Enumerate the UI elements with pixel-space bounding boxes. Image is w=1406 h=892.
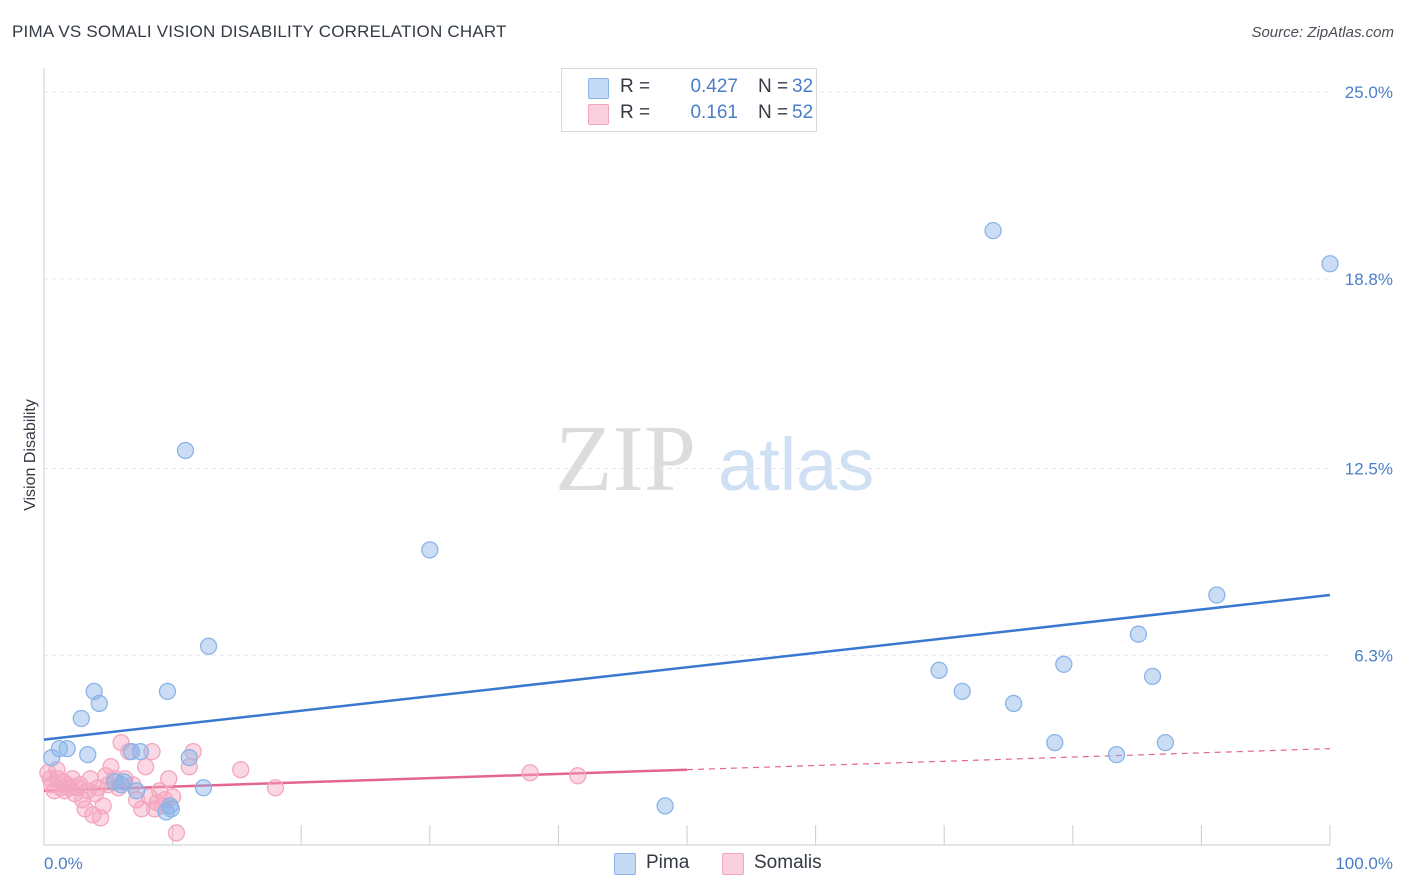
pima-point-12: [131, 742, 150, 761]
somalis-legend-swatch: [722, 853, 744, 875]
somalis-swatch: [588, 104, 609, 125]
somalis-trend-line: [43, 768, 688, 793]
pima-r-label: R =: [620, 76, 651, 97]
somalis-point-45: [167, 824, 186, 842]
gridlines: [44, 91, 1330, 656]
pima-swatch: [588, 78, 609, 99]
x-axis-tick-labels: 0.0% 100.0%: [44, 854, 1393, 873]
somalis-point-35: [136, 758, 155, 776]
somalis-point-21: [89, 779, 107, 797]
pima-point-15: [162, 800, 180, 818]
pima-point-2: [58, 739, 76, 758]
pima-point-11: [127, 782, 146, 800]
chart-title: PIMA VS SOMALI VISION DISABILITY CORRELA…: [12, 22, 507, 41]
somalis-point-34: [133, 800, 151, 818]
somalis-point-50: [521, 764, 539, 782]
somalis-trend-extension: [686, 748, 1331, 771]
pima-point-27: [1046, 733, 1064, 752]
x-tick-label-0: 0.0%: [44, 854, 83, 873]
pima-point-10: [122, 742, 141, 761]
pima-trend-line: [43, 593, 1331, 741]
somalis-n-label: N =: [758, 102, 789, 123]
pima-point-19: [194, 779, 213, 797]
x-axis-ticks: [172, 825, 1331, 845]
pima-legend-label: Pima: [646, 852, 690, 873]
pima-point-6: [90, 694, 108, 713]
pima-n-label: N =: [758, 76, 789, 97]
pima-point-33: [1208, 586, 1226, 604]
pima-point-23: [930, 661, 948, 679]
somalis-point-48: [232, 761, 250, 779]
y-axis-label: Vision Disability: [22, 399, 39, 511]
pima-point-34: [1321, 255, 1339, 273]
y-tick-label-3: 25.0%: [1345, 83, 1393, 102]
pima-point-28: [1055, 655, 1073, 673]
pima-point-30: [1129, 625, 1148, 643]
x-tick-label-1: 100.0%: [1335, 854, 1393, 873]
somalis-point-23: [94, 797, 112, 815]
somalis-point-43: [160, 770, 178, 788]
pima-legend-swatch: [614, 853, 636, 875]
pima-point-31: [1143, 667, 1162, 685]
y-tick-label-2: 18.8%: [1345, 270, 1393, 289]
pima-point-17: [176, 441, 195, 460]
pima-point-22: [656, 797, 674, 815]
somalis-point-51: [569, 767, 587, 785]
pima-r-value: 0.427: [690, 76, 738, 97]
somalis-legend-label: Somalis: [754, 852, 822, 873]
pima-point-26: [1004, 694, 1023, 713]
watermark-atlas: atlas: [718, 423, 874, 506]
pima-point-18: [180, 749, 198, 767]
data-points: [39, 221, 1339, 842]
pima-point-21: [421, 541, 439, 559]
correlation-legend: R = 0.427 N = 32 R = 0.161 N = 52: [561, 68, 817, 132]
somalis-r-value: 0.161: [690, 102, 738, 123]
somalis-n-value: 52: [792, 102, 814, 123]
pima-point-3: [72, 709, 90, 728]
somalis-point-33: [127, 791, 146, 809]
watermark: ZIP atlas: [555, 407, 874, 511]
pima-point-4: [79, 746, 97, 764]
pima-point-16: [158, 682, 177, 701]
pima-point-24: [953, 682, 971, 701]
watermark-zip: ZIP: [555, 407, 696, 511]
trend-lines: [43, 593, 1331, 793]
pima-point-25: [984, 221, 1002, 240]
pima-point-32: [1156, 733, 1175, 752]
pima-n-value: 32: [792, 76, 814, 97]
pima-point-9: [115, 773, 133, 791]
pima-point-20: [199, 637, 218, 655]
pima-point-8: [112, 776, 130, 794]
somalis-r-label: R =: [620, 102, 651, 123]
y-tick-label-0: 6.3%: [1354, 646, 1393, 665]
y-tick-label-1: 12.5%: [1345, 460, 1393, 479]
somalis-point-49: [266, 779, 285, 797]
y-axis-tick-labels: 6.3% 12.5% 18.8% 25.0%: [1345, 83, 1393, 665]
source-credit: Source: ZipAtlas.com: [1251, 24, 1394, 41]
pima-point-29: [1107, 746, 1126, 764]
